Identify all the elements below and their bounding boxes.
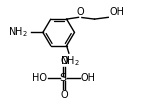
Text: NH$_2$: NH$_2$ bbox=[60, 54, 80, 68]
Text: S: S bbox=[60, 73, 67, 83]
Text: NH$_2$: NH$_2$ bbox=[8, 25, 28, 39]
Text: OH: OH bbox=[81, 73, 96, 83]
Text: HO: HO bbox=[32, 73, 47, 83]
Text: O: O bbox=[60, 90, 68, 100]
Text: OH: OH bbox=[109, 7, 124, 17]
Text: O: O bbox=[76, 7, 84, 17]
Text: O: O bbox=[60, 56, 68, 66]
